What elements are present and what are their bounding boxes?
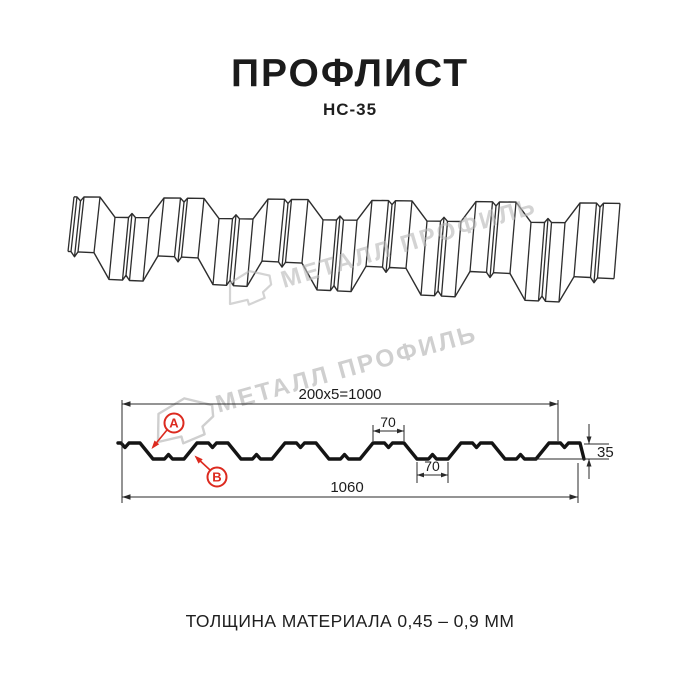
dim-profile-height: 35 <box>597 444 614 461</box>
watermark-lower: МЕТАЛЛ ПРОФИЛЬ <box>156 320 481 445</box>
cross-section-drawing <box>116 441 586 461</box>
callout-labels: A B <box>151 412 228 488</box>
label-b: B <box>212 470 221 485</box>
metall-profil-logo-icon <box>228 270 273 306</box>
page-title: ПРОФЛИСТ <box>230 52 470 95</box>
dim-total-width: 1060 <box>330 479 363 496</box>
label-a-circle <box>163 412 185 434</box>
label-a: A <box>169 416 179 431</box>
dim-module-width: 200x5=1000 <box>299 386 382 403</box>
profile-model-code: НС-35 <box>322 100 378 119</box>
dim-crest-width: 70 <box>380 414 396 430</box>
label-b-circle <box>206 466 228 488</box>
metall-profil-logo-icon <box>156 397 215 445</box>
material-thickness-note: ТОЛЩИНА МАТЕРИАЛА 0,45 – 0,9 ММ <box>185 611 515 631</box>
dimension-lines <box>121 400 609 503</box>
dim-valley-width: 70 <box>424 458 440 474</box>
sheet-3d-drawing <box>67 196 621 303</box>
